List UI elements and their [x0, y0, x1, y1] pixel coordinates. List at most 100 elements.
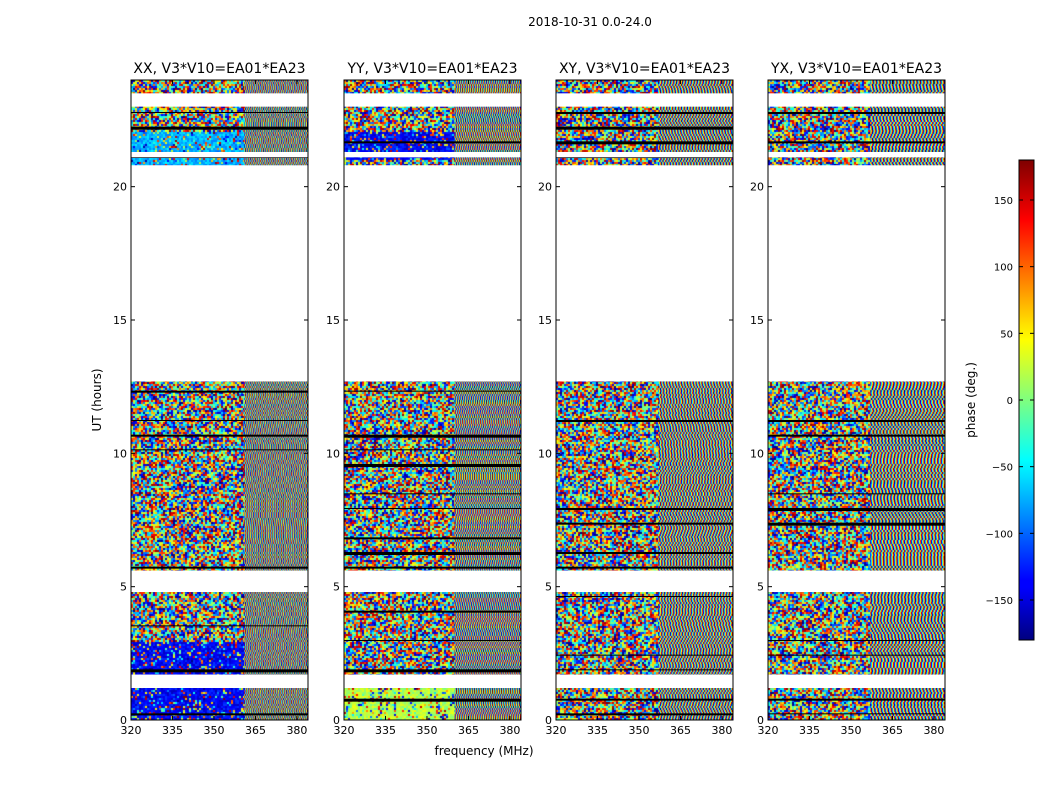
y-tick-label: 5	[333, 581, 340, 594]
y-tick-label: 15	[113, 314, 127, 327]
x-tick-label: 350	[840, 724, 861, 737]
y-tick-label: 20	[538, 181, 552, 194]
y-tick-label: 20	[113, 181, 127, 194]
x-tick-label: 320	[546, 724, 567, 737]
x-axis-label: frequency (MHz)	[434, 744, 533, 758]
panel-data	[768, 80, 945, 720]
x-tick-label: 380	[286, 724, 307, 737]
x-tick-label: 365	[245, 724, 266, 737]
integration-gap	[768, 640, 945, 641]
panel-frame	[130, 79, 309, 721]
panel-data	[131, 80, 308, 720]
integration-gap	[556, 508, 733, 510]
flagged-range	[131, 93, 308, 107]
fringe-image	[870, 592, 945, 675]
integration-gap	[768, 112, 945, 114]
integration-gap	[131, 566, 308, 569]
x-tick-label: 335	[799, 724, 820, 737]
integration-gap	[131, 669, 308, 673]
integration-gap	[556, 654, 733, 656]
y-tick-label: 10	[538, 447, 552, 460]
x-tick-label: 335	[162, 724, 183, 737]
y-tick-label: 0	[545, 714, 552, 727]
data-band	[344, 592, 521, 675]
data-band	[768, 381, 945, 571]
integration-gap	[344, 610, 521, 613]
panel-title: YX, V3*V10=EA01*EA23	[770, 61, 942, 77]
colorbar-tick-label: −150	[986, 596, 1013, 607]
integration-gap	[556, 141, 733, 145]
integration-gap	[768, 420, 945, 422]
flagged-range	[344, 93, 521, 107]
fringe-image	[454, 688, 521, 720]
colorbar-label: phase (deg.)	[964, 362, 978, 438]
x-tick-label: 380	[923, 724, 944, 737]
integration-gap	[344, 552, 521, 555]
flagged-range	[556, 93, 733, 107]
flagged-range	[768, 165, 945, 382]
integration-gap	[344, 669, 521, 673]
flagged-range	[768, 93, 945, 107]
fringe-image	[244, 381, 308, 571]
y-tick-label: 5	[545, 581, 552, 594]
integration-gap	[768, 434, 945, 437]
x-tick-label: 380	[499, 724, 520, 737]
integration-gap	[344, 390, 521, 392]
integration-gap	[556, 566, 733, 569]
integration-gap	[131, 420, 308, 421]
integration-gap	[768, 141, 945, 144]
fringe-image	[244, 592, 308, 675]
flagged-range	[344, 674, 521, 688]
y-tick-label: 0	[120, 714, 127, 727]
integration-gap	[344, 464, 521, 467]
colorbar: 150 100 50 0 −50 −100 −150 phase (deg.)	[964, 159, 1035, 641]
integration-gap	[768, 654, 945, 656]
colorbar-ticks: 150 100 50 0 −50 −100 −150	[986, 196, 1034, 607]
y-tick-label: 10	[326, 447, 340, 460]
data-band	[768, 688, 945, 720]
integration-gap	[344, 141, 521, 144]
x-tick-label: 365	[458, 724, 479, 737]
integration-gap	[344, 493, 521, 495]
y-tick-label: 15	[538, 314, 552, 327]
integration-gap	[768, 522, 945, 526]
integration-gap	[131, 713, 308, 716]
panel-title: XX, V3*V10=EA01*EA23	[133, 61, 305, 77]
fringe-image	[870, 381, 945, 571]
y-tick-label: 20	[750, 181, 764, 194]
y-tick-label: 5	[757, 581, 764, 594]
integration-gap	[344, 449, 521, 451]
integration-gap	[556, 713, 733, 716]
panel-data	[556, 80, 733, 720]
panel-frame	[555, 79, 734, 721]
panel-frame	[767, 79, 946, 721]
integration-gap	[131, 390, 308, 393]
integration-gap	[344, 537, 521, 540]
integration-gap	[768, 493, 945, 495]
panel-3: XY, V3*V10=EA01*EA23 320 335 350 365 380 0 5 10 1…	[538, 61, 734, 737]
panel-data	[344, 80, 521, 720]
integration-gap	[556, 596, 733, 597]
x-tick-label: 320	[334, 724, 355, 737]
x-tick-label: 365	[882, 724, 903, 737]
integration-gap	[131, 449, 308, 451]
y-axis-label: UT (hours)	[90, 368, 104, 431]
integration-gap	[556, 126, 733, 130]
flagged-range	[556, 152, 733, 158]
x-tick-label: 320	[121, 724, 142, 737]
panel-frame	[343, 79, 522, 721]
y-tick-label: 15	[750, 314, 764, 327]
integration-gap	[556, 698, 733, 701]
data-band	[556, 592, 733, 675]
data-band	[768, 592, 945, 675]
panel-4: YX, V3*V10=EA01*EA23 320 335 350 365 380 0 5 10 1…	[750, 61, 946, 737]
data-band	[131, 592, 308, 675]
panel-title: YY, V3*V10=EA01*EA23	[346, 61, 517, 77]
x-tick-label: 350	[203, 724, 224, 737]
integration-gap	[556, 112, 733, 114]
data-band	[344, 688, 521, 720]
flagged-range	[768, 674, 945, 688]
y-tick-label: 0	[757, 714, 764, 727]
y-tick-label: 0	[333, 714, 340, 727]
integration-gap	[131, 126, 308, 130]
